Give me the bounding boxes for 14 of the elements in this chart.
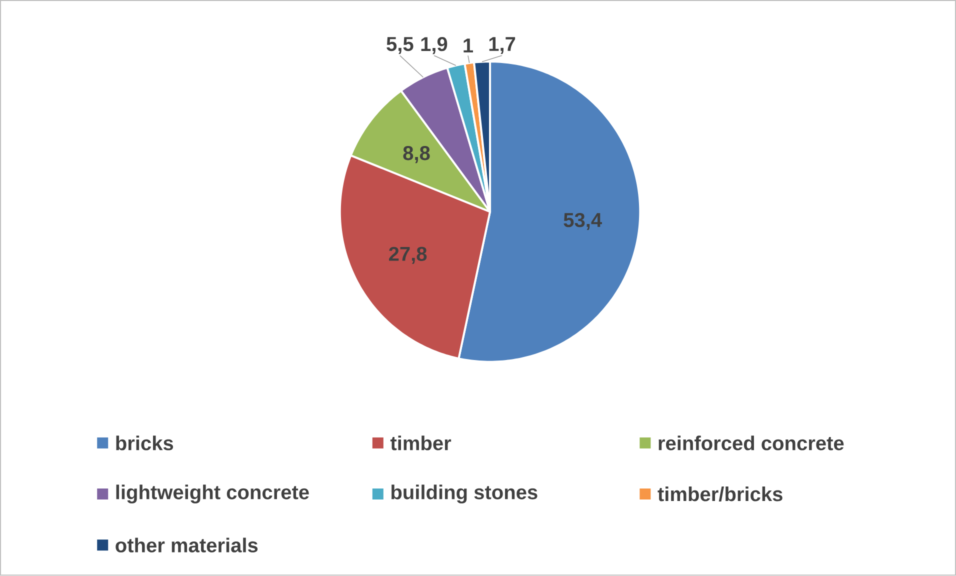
data-label: 1,7 (489, 37, 516, 54)
data-label: 53,4 (564, 213, 602, 230)
legend-label: other materials (116, 538, 258, 553)
legend-label: building stones (392, 484, 538, 504)
legend-label: timber (390, 436, 452, 451)
legend-label: bricks (116, 436, 174, 451)
data-label: 5,5 (386, 37, 414, 54)
legend-label: lightweight concrete (116, 484, 309, 504)
data-label: 1,9 (421, 37, 448, 54)
legend-label: reinforced concrete (658, 436, 844, 451)
data-label: 1 (464, 38, 474, 53)
legend-label: timber/bricks (658, 486, 782, 502)
data-label: 8,8 (403, 146, 430, 164)
data-label: 27,8 (389, 247, 427, 264)
